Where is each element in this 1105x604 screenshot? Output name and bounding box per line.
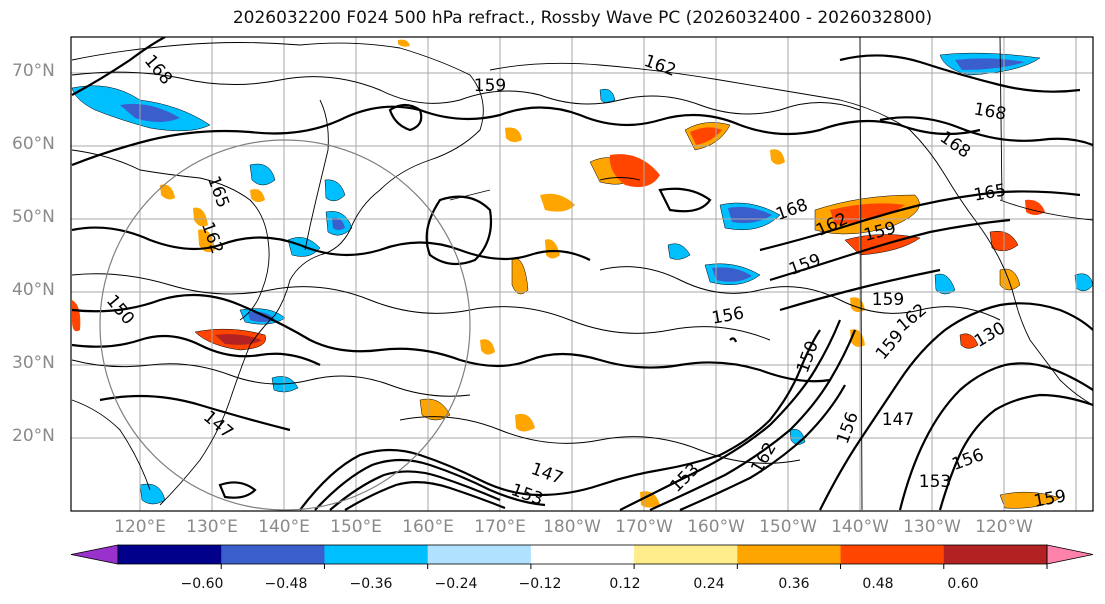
colorbar-segment	[221, 545, 325, 564]
lon-label-120w: 120°W	[975, 517, 1033, 537]
colorbar-extend-low	[70, 544, 119, 565]
plot-frame	[70, 36, 1094, 512]
lat-label-30n: 30°N	[12, 353, 55, 373]
colorbar-extend-high	[1046, 544, 1094, 565]
shaded-patches	[71, 39, 1093, 509]
contour-label: 159	[474, 76, 506, 96]
lat-label-40n: 40°N	[12, 280, 55, 300]
colorbar-segment	[943, 545, 1048, 564]
lon-label-170w: 170°W	[615, 517, 673, 537]
lat-label-70n: 70°N	[12, 61, 55, 81]
influence-circle	[99, 139, 471, 511]
lon-label-130e: 130°E	[186, 517, 238, 537]
lon-label-150w: 150°W	[759, 517, 817, 537]
colorbar-tick-label: −0.24	[434, 576, 478, 592]
colorbar	[70, 544, 1094, 569]
colorbar-frame	[117, 544, 1048, 565]
thick-contours	[71, 37, 1093, 511]
lon-label-130w: 130°W	[903, 517, 961, 537]
contour-label: 159	[872, 290, 904, 310]
contour-label: 153	[919, 472, 951, 492]
coastlines	[71, 37, 1093, 511]
colorbar-segment	[840, 545, 945, 564]
lon-label-160e: 160°E	[402, 517, 454, 537]
colorbar-tick-label: −0.36	[349, 576, 393, 592]
colorbar-segment	[737, 545, 842, 564]
colorbar-tick-label: −0.12	[518, 576, 562, 592]
colorbar-tick-label: 0.24	[693, 576, 725, 592]
colorbar-segment	[634, 545, 738, 564]
lon-label-140w: 140°W	[831, 517, 889, 537]
map-title: 2026032200 F024 500 hPa refract., Rossby…	[232, 8, 933, 28]
colorbar-segment	[118, 545, 222, 564]
colorbar-tick-label: 0.12	[609, 576, 641, 592]
lon-label-180w: 180°W	[543, 517, 601, 537]
colorbar-tick-label: 0.60	[947, 576, 979, 592]
colorbar-segment	[324, 545, 429, 564]
lon-label-160w: 160°W	[687, 517, 745, 537]
colorbar-segment	[427, 545, 532, 564]
lon-label-120e: 120°E	[114, 517, 166, 537]
lon-label-150e: 150°E	[330, 517, 382, 537]
colorbar-tick-label: 0.48	[862, 576, 894, 592]
lat-label-60n: 60°N	[12, 134, 55, 154]
colorbar-tick-label: 0.36	[778, 576, 810, 592]
colorbar-tick-label: −0.60	[180, 576, 224, 592]
lon-label-170e: 170°E	[474, 517, 526, 537]
lon-label-140e: 140°E	[258, 517, 310, 537]
colorbar-segment	[530, 545, 635, 564]
contour-label: 159	[1032, 486, 1067, 511]
lat-label-20n: 20°N	[12, 426, 55, 446]
colorbar-tick-label: −0.48	[264, 576, 308, 592]
lat-label-50n: 50°N	[12, 207, 55, 227]
thin-contours	[71, 71, 1001, 464]
contour-label: 147	[882, 410, 914, 430]
